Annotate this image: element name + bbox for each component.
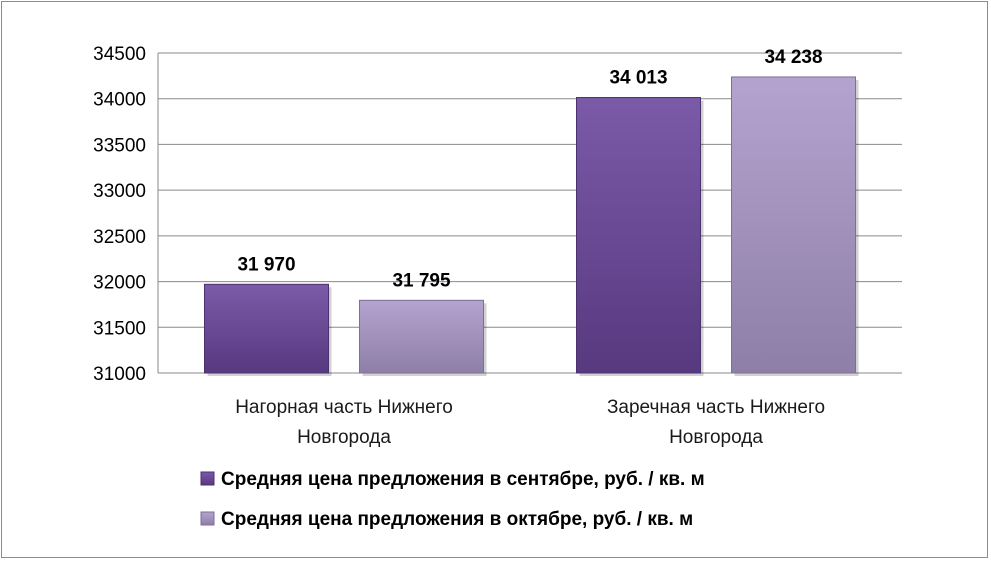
x-category-label: Нагорная часть Нижнего	[235, 397, 453, 418]
bar-october-1	[359, 299, 484, 374]
data-labels: 31 970 31 795 34 013 34 238	[237, 47, 822, 291]
legend-label: Средняя цена предложения в сентябре, руб…	[221, 469, 705, 490]
bar-october-2	[731, 76, 856, 374]
legend: Средняя цена предложения в сентябре, руб…	[200, 469, 705, 530]
legend-label: Средняя цена предложения в октябре, руб.…	[221, 509, 693, 530]
y-tick-label: 32500	[93, 227, 146, 248]
bar-september-1	[204, 283, 329, 374]
data-label: 31 795	[392, 270, 451, 291]
y-tick-label: 34500	[93, 44, 146, 65]
y-tick-label: 31000	[93, 364, 146, 385]
y-tick-label: 34000	[93, 90, 146, 111]
legend-swatch	[200, 471, 215, 486]
y-tick-label: 31500	[93, 318, 146, 339]
y-axis-ticks: 31000 31500 32000 32500 33000 33500 34000 34500	[93, 44, 146, 385]
x-category-label: Новгорода	[297, 427, 391, 448]
bar-september-2	[576, 97, 701, 374]
bars	[204, 76, 859, 377]
x-category-label: Заречная часть Нижнего	[607, 397, 825, 418]
y-tick-label: 33000	[93, 181, 146, 202]
data-label: 34 238	[764, 47, 822, 68]
x-axis-categories: Нагорная часть Нижнего Новгорода Заречная …	[235, 397, 825, 448]
y-tick-label: 32000	[93, 273, 146, 294]
data-label: 34 013	[609, 68, 667, 89]
legend-swatch	[200, 511, 215, 526]
data-label: 31 970	[237, 254, 295, 275]
x-category-label: Новгорода	[669, 427, 763, 448]
y-tick-label: 33500	[93, 135, 146, 156]
